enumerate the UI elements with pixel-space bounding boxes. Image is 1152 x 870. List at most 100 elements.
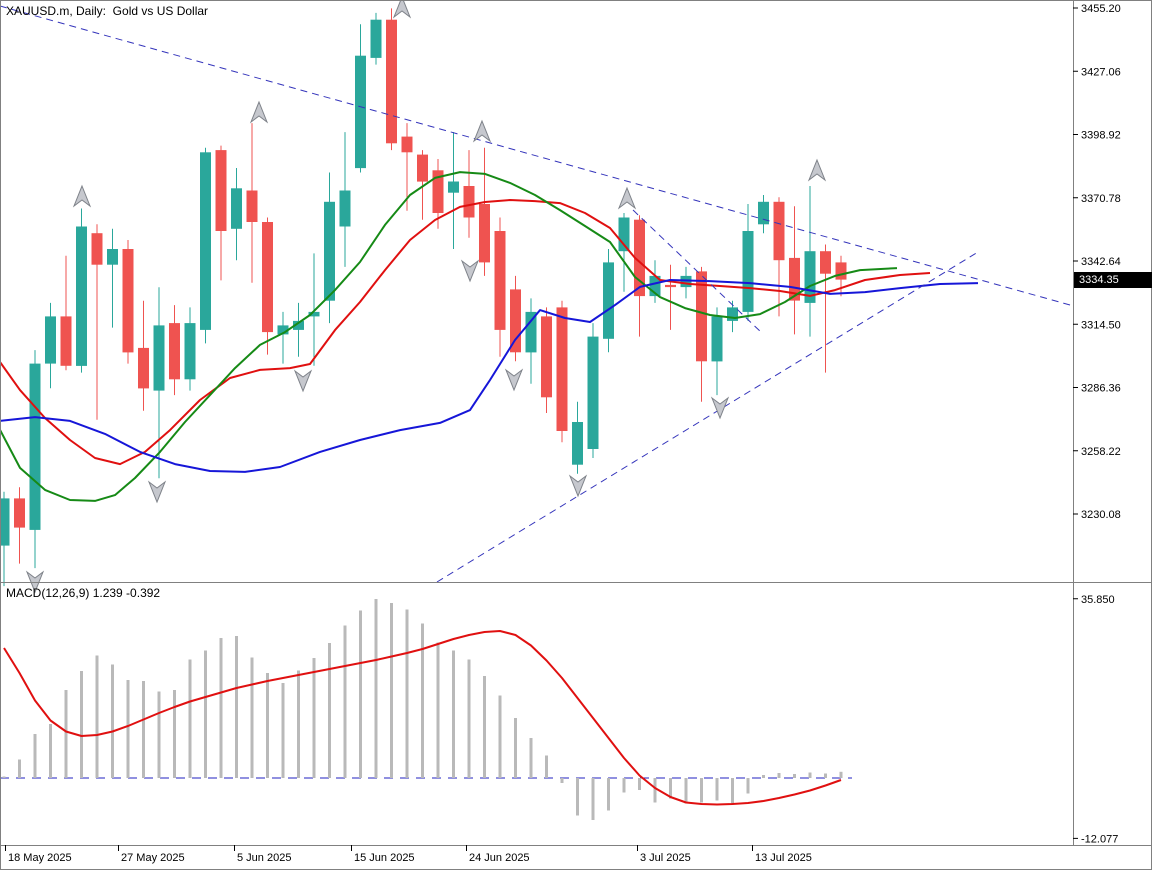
- price-axis-label: 3427.06: [1081, 66, 1121, 78]
- candle-body: [324, 201, 335, 301]
- macd-histogram-bar: [235, 636, 238, 778]
- macd-histogram-bar: [638, 778, 641, 790]
- macd-indicator-label: MACD(12,26,9) 1.239 -0.392: [6, 586, 161, 600]
- macd-histogram-bar: [95, 655, 99, 778]
- macd-histogram-bar: [126, 680, 130, 778]
- macd-histogram-bar: [359, 610, 362, 778]
- macd-histogram-bar: [560, 778, 564, 783]
- macd-histogram-bar: [545, 755, 548, 778]
- macd-histogram: [2, 599, 843, 820]
- macd-histogram-bar: [808, 772, 812, 778]
- macd-histogram-bar: [622, 778, 626, 793]
- macd-histogram-bar: [204, 650, 207, 778]
- trendline-descending-long: [0, 5, 1071, 306]
- macd-histogram-bar: [64, 690, 68, 778]
- candle-body: [696, 271, 707, 362]
- ma-slow-blue: [0, 279, 979, 473]
- candle-body: [603, 262, 614, 339]
- macd-histogram-bar: [607, 778, 610, 811]
- macd-histogram-bar: [483, 676, 486, 778]
- macd-histogram-bar: [374, 599, 378, 778]
- price-axis-label: 3286.36: [1081, 383, 1121, 395]
- candle-body: [727, 307, 738, 321]
- macd-histogram-bar: [111, 664, 114, 778]
- candle-body: [231, 188, 242, 229]
- macd-histogram-bar: [576, 778, 579, 816]
- candle-body: [45, 316, 56, 364]
- macd-histogram-bar: [266, 673, 269, 778]
- macd-histogram-bar: [839, 771, 843, 778]
- time-axis-strip[interactable]: [1, 845, 1151, 869]
- price-axis-label: 3230.08: [1081, 509, 1121, 521]
- candle-body: [138, 347, 149, 389]
- candle-body: [649, 275, 661, 297]
- candle-body: [14, 498, 25, 528]
- macd-histogram-bar: [343, 625, 347, 778]
- main-chart-plot-area[interactable]: [1, 1, 1073, 582]
- candle-body: [215, 150, 227, 231]
- macd-plot-area[interactable]: [1, 583, 1073, 844]
- candle-body: [820, 251, 831, 274]
- time-axis-label: 13 Jul 2025: [755, 852, 812, 864]
- candle-body: [758, 201, 769, 225]
- candle-body: [339, 190, 351, 227]
- candle-body: [510, 289, 521, 353]
- candle-body: [200, 152, 211, 330]
- candle-body: [587, 336, 599, 449]
- candle-body: [835, 262, 847, 280]
- candle-body: [711, 316, 723, 362]
- fractal-arrow-down-icon: [293, 369, 313, 393]
- fractal-arrow-up-icon: [617, 186, 637, 210]
- macd-histogram-bar: [777, 773, 781, 778]
- symbol-title: XAUUSD.m, Daily: Gold vs US Dollar: [6, 4, 209, 18]
- candle-body: [417, 154, 428, 182]
- macd-histogram-bar: [653, 778, 657, 803]
- candle-body: [665, 284, 676, 288]
- time-axis-label: 24 Jun 2025: [469, 852, 530, 864]
- trendline-descending-short: [632, 209, 764, 335]
- current-price-badge: 3334.35: [1074, 272, 1152, 288]
- time-axis-label: 15 Jun 2025: [354, 852, 415, 864]
- candle-body: [308, 311, 320, 317]
- macd-histogram-bar: [297, 670, 300, 778]
- macd-histogram-bar: [700, 778, 703, 803]
- candle-body: [572, 422, 583, 465]
- macd-histogram-bar: [824, 773, 827, 778]
- candle-body: [541, 316, 552, 398]
- candle-body: [804, 251, 816, 303]
- ma-fast-red: [0, 199, 931, 466]
- trendline-ascending: [436, 251, 979, 583]
- fractal-arrow-down-icon: [147, 480, 167, 504]
- fractal-arrow-down-icon: [504, 368, 524, 392]
- price-axis-strip[interactable]: [1073, 1, 1151, 845]
- price-axis-label: 3398.92: [1081, 130, 1121, 142]
- macd-histogram-bar: [591, 778, 595, 820]
- time-axis-label: 5 Jun 2025: [237, 852, 291, 864]
- candle-body: [680, 275, 692, 288]
- candle-body: [386, 19, 397, 144]
- macd-histogram-bar: [762, 775, 765, 778]
- fractal-arrow-up-icon: [72, 184, 92, 208]
- ma-mid-green: [0, 171, 898, 502]
- macd-histogram-bar: [281, 683, 285, 778]
- time-axis-label: 27 May 2025: [121, 852, 185, 864]
- candle-body: [169, 323, 180, 380]
- candle-body: [184, 323, 196, 380]
- macd-histogram-bar: [669, 778, 672, 799]
- macd-histogram-bar: [219, 638, 223, 778]
- macd-histogram-bar: [436, 642, 440, 778]
- candle-body: [76, 226, 87, 366]
- candlestick-series: [0, 8, 847, 587]
- macd-histogram-bar: [157, 691, 161, 778]
- fractal-arrow-up-icon: [392, 0, 412, 19]
- macd-axis-label: -12.077: [1081, 833, 1118, 845]
- candle-body: [153, 325, 165, 391]
- macd-histogram-bar: [390, 603, 393, 778]
- fractal-arrow-down-icon: [710, 396, 730, 420]
- price-axis-label: 3455.20: [1081, 3, 1121, 15]
- candle-body: [401, 136, 413, 153]
- macd-histogram-bar: [18, 759, 21, 778]
- macd-histogram-bar: [250, 657, 254, 778]
- fractal-arrow-down-icon: [568, 474, 588, 498]
